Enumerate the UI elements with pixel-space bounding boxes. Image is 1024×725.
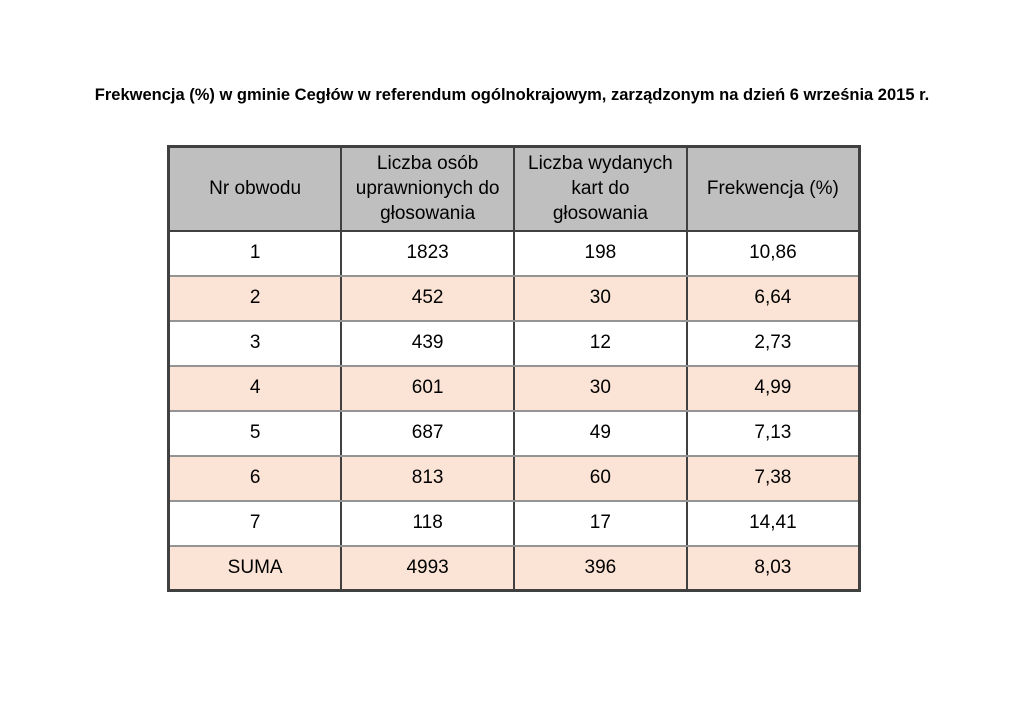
- table-cell: 396: [513, 544, 688, 592]
- table-cell: 30: [513, 274, 688, 322]
- table-cell: 813: [340, 454, 515, 502]
- table-header-row: Nr obwodu Liczba osób uprawnionych do gło…: [167, 145, 861, 232]
- column-header: Nr obwodu: [167, 145, 343, 232]
- table-cell: 2: [167, 274, 343, 322]
- table-cell: 7,38: [685, 454, 861, 502]
- column-header: Frekwencja (%): [685, 145, 861, 232]
- table-cell: 4,99: [685, 364, 861, 412]
- table-cell: 439: [340, 319, 515, 367]
- table-cell: 3: [167, 319, 343, 367]
- table-cell: 12: [513, 319, 688, 367]
- table-cell: 7,13: [685, 409, 861, 457]
- table-cell: 601: [340, 364, 515, 412]
- turnout-table: Nr obwodu Liczba osób uprawnionych do gło…: [167, 145, 861, 592]
- table-cell: 198: [513, 229, 688, 277]
- table-cell: 452: [340, 274, 515, 322]
- table-row: 1 1823 198 10,86: [167, 229, 861, 277]
- turnout-table-container: Nr obwodu Liczba osób uprawnionych do gło…: [167, 145, 861, 592]
- table-cell: 49: [513, 409, 688, 457]
- table-cell: 8,03: [685, 544, 861, 592]
- table-cell: 5: [167, 409, 343, 457]
- table-cell: 4: [167, 364, 343, 412]
- table-cell: SUMA: [167, 544, 343, 592]
- table-cell: 30: [513, 364, 688, 412]
- table-row: 2 452 30 6,64: [167, 274, 861, 322]
- table-cell: 10,86: [685, 229, 861, 277]
- table-row: 5 687 49 7,13: [167, 409, 861, 457]
- table-body: 1 1823 198 10,86 2 452 30 6,64 3 439 12 2,73 4 601 30 4…: [167, 229, 861, 592]
- column-header: Liczba osób uprawnionych do głosowania: [340, 145, 515, 232]
- table-cell: 14,41: [685, 499, 861, 547]
- table-cell: 1: [167, 229, 343, 277]
- table-row: 7 118 17 14,41: [167, 499, 861, 547]
- table-row: 4 601 30 4,99: [167, 364, 861, 412]
- table-cell: 7: [167, 499, 343, 547]
- table-row: SUMA 4993 396 8,03: [167, 544, 861, 592]
- table-cell: 6,64: [685, 274, 861, 322]
- table-cell: 17: [513, 499, 688, 547]
- table-cell: 2,73: [685, 319, 861, 367]
- table-cell: 4993: [340, 544, 515, 592]
- table-cell: 6: [167, 454, 343, 502]
- table-row: 3 439 12 2,73: [167, 319, 861, 367]
- column-header: Liczba wydanych kart do głosowania: [513, 145, 688, 232]
- table-row: 6 813 60 7,38: [167, 454, 861, 502]
- table-cell: 1823: [340, 229, 515, 277]
- page-title: Frekwencja (%) w gminie Cegłów w referen…: [94, 86, 930, 104]
- table-cell: 118: [340, 499, 515, 547]
- table-cell: 60: [513, 454, 688, 502]
- table-cell: 687: [340, 409, 515, 457]
